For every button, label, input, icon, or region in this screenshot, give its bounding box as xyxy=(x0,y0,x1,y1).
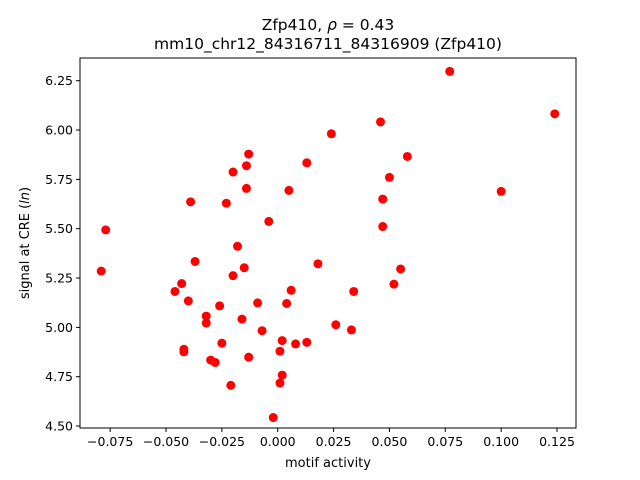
data-point xyxy=(215,301,225,311)
data-point xyxy=(302,337,312,347)
data-point xyxy=(268,413,278,423)
data-point xyxy=(376,117,386,127)
data-point xyxy=(378,222,388,232)
plot-area-frame xyxy=(79,57,577,429)
data-point xyxy=(349,286,359,296)
data-point xyxy=(496,186,506,196)
data-point xyxy=(177,279,187,289)
data-point xyxy=(291,339,301,349)
data-point xyxy=(101,225,111,235)
data-point xyxy=(445,66,455,76)
data-point xyxy=(226,380,236,390)
data-point xyxy=(282,298,292,308)
data-point xyxy=(313,259,323,269)
data-point xyxy=(183,296,193,306)
data-point xyxy=(244,352,254,362)
y-tick-label: 6.25 xyxy=(45,73,73,88)
data-points xyxy=(96,66,560,423)
data-point xyxy=(275,346,285,356)
data-point xyxy=(228,271,238,281)
data-point xyxy=(550,109,560,119)
data-point xyxy=(241,161,251,171)
data-point xyxy=(257,326,267,336)
x-tick-label: 0.000 xyxy=(260,434,296,449)
data-point xyxy=(233,241,243,251)
data-point xyxy=(190,256,200,266)
data-point xyxy=(396,264,406,274)
data-point xyxy=(241,183,251,193)
data-point xyxy=(346,325,356,335)
data-point xyxy=(389,279,399,289)
data-point xyxy=(201,318,211,328)
chart-title-line2: mm10_chr12_84316711_84316909 (Zfp410) xyxy=(154,35,502,54)
x-tick-label: −0.050 xyxy=(143,434,189,449)
data-point xyxy=(186,197,196,207)
y-tick-label: 4.50 xyxy=(45,419,73,434)
y-tick-label: 5.75 xyxy=(45,172,73,187)
data-point xyxy=(179,347,189,357)
x-tick-label: −0.075 xyxy=(87,434,133,449)
data-point xyxy=(326,129,336,139)
data-point xyxy=(402,151,412,161)
data-point xyxy=(302,158,312,168)
x-axis-label: motif activity xyxy=(285,456,371,471)
y-tick-label: 6.00 xyxy=(45,123,73,138)
x-tick-label: 0.125 xyxy=(539,434,575,449)
data-point xyxy=(244,149,254,159)
data-point xyxy=(277,336,287,346)
data-point xyxy=(239,263,249,273)
data-point xyxy=(96,266,106,276)
data-point xyxy=(264,216,274,226)
data-point xyxy=(331,320,341,330)
y-tick-label: 5.25 xyxy=(45,271,73,286)
plot-area-background xyxy=(80,58,576,428)
data-point xyxy=(384,172,394,182)
y-axis-ticks: 4.50 4.75 5.00 5.25 5.50 5.75 6.00 6.25 xyxy=(45,73,80,434)
y-axis-label: signal at CRE (ln) xyxy=(18,187,33,299)
x-tick-label: 0.050 xyxy=(372,434,408,449)
x-tick-label: 0.100 xyxy=(483,434,519,449)
x-tick-label: −0.025 xyxy=(199,434,245,449)
data-point xyxy=(170,286,180,296)
y-tick-label: 5.00 xyxy=(45,320,73,335)
data-point xyxy=(210,357,220,367)
data-point xyxy=(284,185,294,195)
data-point xyxy=(237,314,247,324)
x-tick-label: 0.075 xyxy=(427,434,463,449)
data-point xyxy=(221,198,231,208)
data-point xyxy=(275,378,285,388)
data-point xyxy=(286,285,296,295)
chart-title-line1: Zfp410, ρ = 0.43 xyxy=(262,16,395,34)
x-tick-label: 0.025 xyxy=(316,434,352,449)
x-axis-ticks: −0.075 −0.050 −0.025 0.000 0.025 0.050 0.075 0.… xyxy=(87,428,575,449)
data-point xyxy=(228,167,238,177)
data-point xyxy=(253,298,263,308)
data-point xyxy=(378,194,388,204)
data-point xyxy=(201,311,211,321)
data-point xyxy=(277,370,287,380)
y-tick-label: 4.75 xyxy=(45,369,73,384)
data-point xyxy=(217,338,227,348)
y-tick-label: 5.50 xyxy=(45,221,73,236)
